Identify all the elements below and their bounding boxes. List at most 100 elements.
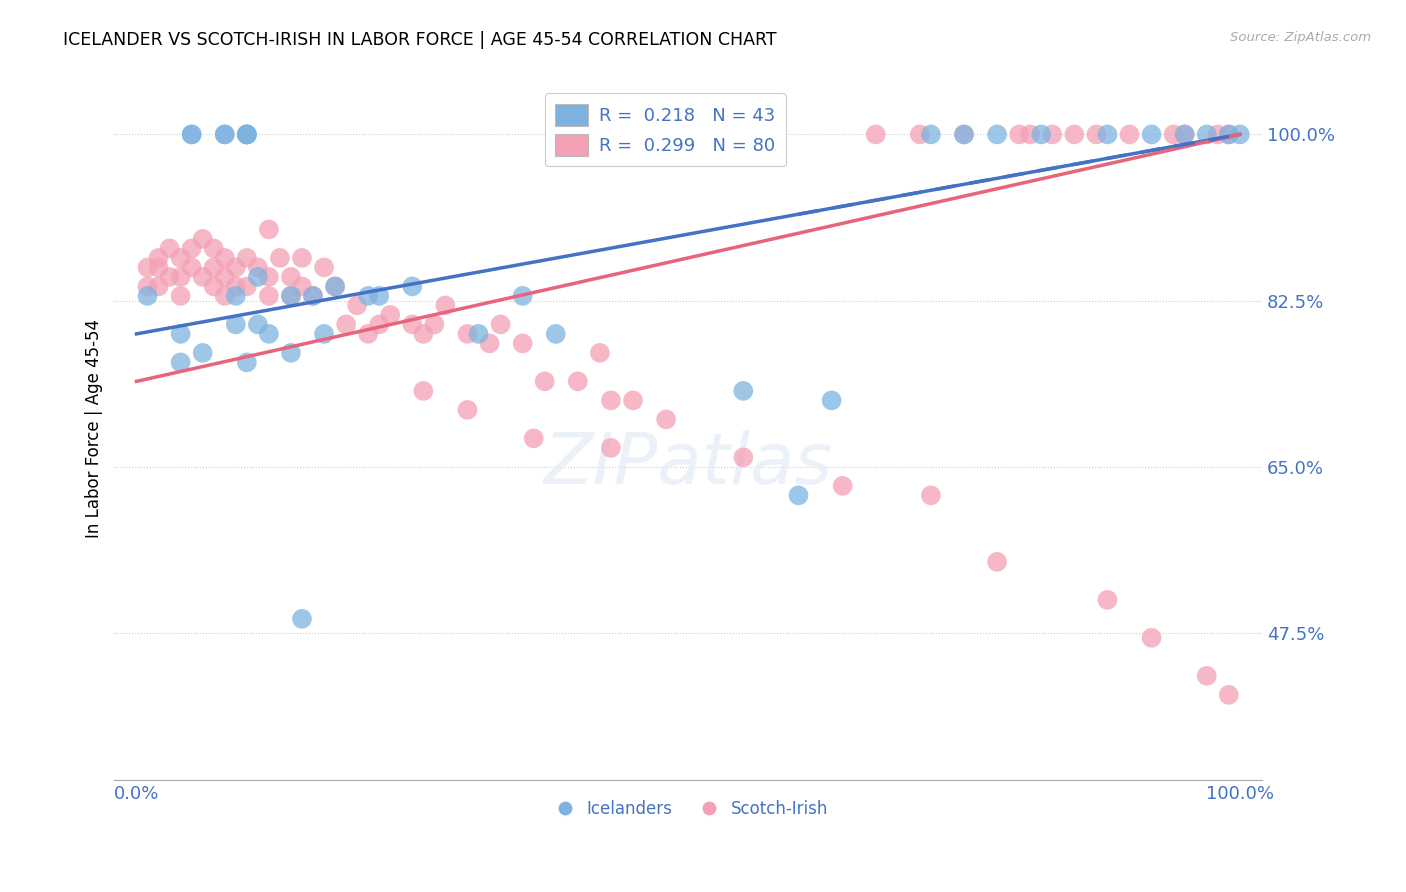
Point xyxy=(1140,128,1163,142)
Point xyxy=(478,336,501,351)
Text: Source: ZipAtlas.com: Source: ZipAtlas.com xyxy=(1230,31,1371,45)
Point xyxy=(621,393,644,408)
Point xyxy=(920,128,942,142)
Point xyxy=(280,289,302,303)
Point xyxy=(401,279,423,293)
Point xyxy=(1218,128,1240,142)
Point xyxy=(312,260,335,275)
Point xyxy=(467,326,489,341)
Point xyxy=(357,289,380,303)
Point xyxy=(191,346,214,360)
Point xyxy=(269,251,291,265)
Point xyxy=(169,269,191,284)
Point xyxy=(148,251,170,265)
Point xyxy=(831,479,853,493)
Point xyxy=(512,289,534,303)
Point xyxy=(169,289,191,303)
Point xyxy=(401,318,423,332)
Point xyxy=(214,289,236,303)
Point xyxy=(148,279,170,293)
Point xyxy=(148,260,170,275)
Point xyxy=(346,298,368,312)
Point xyxy=(589,346,612,360)
Point xyxy=(225,318,247,332)
Point xyxy=(908,128,931,142)
Point xyxy=(523,431,546,445)
Point xyxy=(180,128,202,142)
Point xyxy=(456,326,478,341)
Point xyxy=(787,488,810,502)
Point xyxy=(368,318,391,332)
Point xyxy=(312,326,335,341)
Point xyxy=(214,251,236,265)
Point xyxy=(257,222,280,236)
Point xyxy=(1008,128,1031,142)
Point xyxy=(246,260,269,275)
Point xyxy=(202,241,225,255)
Point xyxy=(136,260,159,275)
Point xyxy=(236,355,259,369)
Point xyxy=(820,393,842,408)
Point xyxy=(953,128,976,142)
Point xyxy=(434,298,457,312)
Point xyxy=(1174,128,1197,142)
Point xyxy=(225,289,247,303)
Point xyxy=(214,128,236,142)
Point xyxy=(280,289,302,303)
Y-axis label: In Labor Force | Age 45-54: In Labor Force | Age 45-54 xyxy=(86,319,103,539)
Point xyxy=(1118,128,1140,142)
Point xyxy=(159,269,181,284)
Point xyxy=(1229,128,1251,142)
Point xyxy=(986,128,1008,142)
Point xyxy=(257,326,280,341)
Point xyxy=(1163,128,1185,142)
Point xyxy=(512,336,534,351)
Point xyxy=(280,269,302,284)
Point xyxy=(600,393,623,408)
Point xyxy=(380,308,402,322)
Point xyxy=(1218,128,1240,142)
Point xyxy=(1140,631,1163,645)
Point xyxy=(323,279,346,293)
Text: ZIPatlas: ZIPatlas xyxy=(544,430,832,499)
Point xyxy=(733,384,755,398)
Point xyxy=(236,128,259,142)
Point xyxy=(489,318,512,332)
Point xyxy=(1195,669,1218,683)
Point xyxy=(169,251,191,265)
Point xyxy=(456,402,478,417)
Point xyxy=(1097,128,1119,142)
Point xyxy=(1218,688,1240,702)
Point xyxy=(1040,128,1063,142)
Point xyxy=(302,289,325,303)
Point xyxy=(1031,128,1053,142)
Point xyxy=(291,279,314,293)
Point xyxy=(567,375,589,389)
Point xyxy=(1206,128,1229,142)
Point xyxy=(1063,128,1085,142)
Point xyxy=(191,232,214,246)
Point xyxy=(236,251,259,265)
Point xyxy=(169,355,191,369)
Point xyxy=(655,412,678,426)
Point xyxy=(953,128,976,142)
Point xyxy=(136,289,159,303)
Point xyxy=(920,488,942,502)
Point xyxy=(323,279,346,293)
Point xyxy=(159,241,181,255)
Point xyxy=(1195,128,1218,142)
Point xyxy=(236,128,259,142)
Point xyxy=(291,251,314,265)
Point xyxy=(257,289,280,303)
Point xyxy=(1174,128,1197,142)
Point xyxy=(986,555,1008,569)
Point xyxy=(412,384,434,398)
Point xyxy=(302,289,325,303)
Text: ICELANDER VS SCOTCH-IRISH IN LABOR FORCE | AGE 45-54 CORRELATION CHART: ICELANDER VS SCOTCH-IRISH IN LABOR FORCE… xyxy=(63,31,778,49)
Point xyxy=(1097,592,1119,607)
Point xyxy=(214,128,236,142)
Point xyxy=(412,326,434,341)
Point xyxy=(225,279,247,293)
Point xyxy=(335,318,357,332)
Point xyxy=(257,269,280,284)
